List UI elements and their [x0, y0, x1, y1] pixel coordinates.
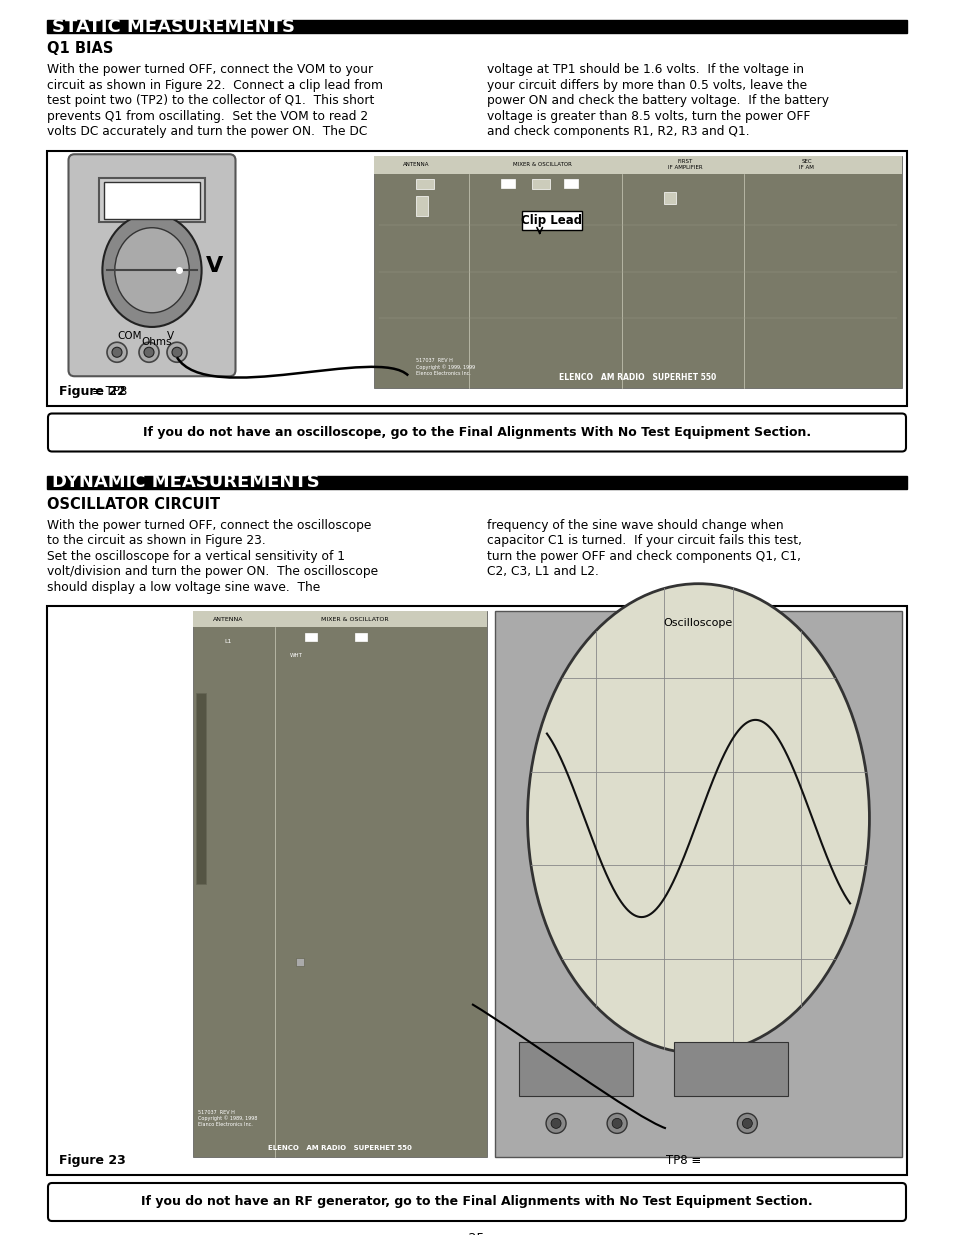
Bar — [47, 151, 906, 405]
Text: DYNAMIC MEASUREMENTS: DYNAMIC MEASUREMENTS — [52, 473, 319, 492]
Circle shape — [112, 347, 122, 357]
Bar — [193, 611, 486, 1157]
FancyBboxPatch shape — [69, 154, 235, 377]
Text: Figure 22: Figure 22 — [59, 384, 126, 398]
Text: your circuit differs by more than 0.5 volts, leave the: your circuit differs by more than 0.5 vo… — [486, 79, 806, 91]
Text: Set the oscilloscope for a vertical sensitivity of 1: Set the oscilloscope for a vertical sens… — [47, 550, 345, 562]
Text: prevents Q1 from oscillating.  Set the VOM to read 2: prevents Q1 from oscillating. Set the VO… — [47, 110, 368, 122]
Bar — [674, 1042, 787, 1095]
Text: Oscilloscope: Oscilloscope — [663, 618, 732, 629]
Text: MIXER & OSCILLATOR: MIXER & OSCILLATOR — [513, 162, 572, 167]
FancyBboxPatch shape — [48, 1183, 905, 1221]
Text: L1: L1 — [225, 638, 232, 643]
Circle shape — [172, 347, 182, 357]
Circle shape — [167, 342, 187, 362]
Circle shape — [107, 342, 127, 362]
Text: SEC
IF AM: SEC IF AM — [799, 159, 814, 169]
Text: voltage is greater than 8.5 volts, turn the power OFF: voltage is greater than 8.5 volts, turn … — [486, 110, 809, 122]
Text: Clip Lead: Clip Lead — [520, 214, 581, 227]
Text: V: V — [206, 256, 223, 277]
Text: volts DC accurately and turn the power ON.  The DC: volts DC accurately and turn the power O… — [47, 125, 367, 138]
Text: TP8 ≡: TP8 ≡ — [665, 1153, 700, 1167]
Bar — [99, 178, 205, 222]
Text: Figure 23: Figure 23 — [59, 1153, 126, 1167]
Text: Q1 BIAS: Q1 BIAS — [47, 41, 113, 56]
Bar — [532, 179, 550, 189]
Bar — [521, 211, 581, 230]
Text: circuit as shown in Figure 22.  Connect a clip lead from: circuit as shown in Figure 22. Connect a… — [47, 79, 382, 91]
Bar — [295, 958, 304, 966]
Text: With the power turned OFF, connect the VOM to your: With the power turned OFF, connect the V… — [47, 63, 373, 77]
Circle shape — [139, 342, 159, 362]
Bar — [104, 182, 199, 219]
Bar — [47, 606, 906, 1174]
Circle shape — [737, 1114, 757, 1134]
Text: capacitor C1 is turned.  If your circuit fails this test,: capacitor C1 is turned. If your circuit … — [486, 534, 801, 547]
Text: C2, C3, L1 and L2.: C2, C3, L1 and L2. — [486, 564, 598, 578]
Text: Ohms: Ohms — [142, 337, 172, 347]
Ellipse shape — [527, 584, 868, 1053]
Bar — [563, 179, 578, 188]
Circle shape — [144, 347, 153, 357]
Text: OSCILLATOR CIRCUIT: OSCILLATOR CIRCUIT — [47, 496, 220, 511]
Text: frequency of the sine wave should change when: frequency of the sine wave should change… — [486, 519, 782, 531]
Text: ANTENNA: ANTENNA — [213, 616, 243, 621]
Text: V: V — [166, 331, 173, 341]
Text: ≡ TP8: ≡ TP8 — [91, 384, 127, 398]
Bar — [374, 156, 901, 173]
Text: If you do not have an RF generator, go to the Final Alignments with No Test Equi: If you do not have an RF generator, go t… — [141, 1195, 812, 1209]
Text: and check components R1, R2, R3 and Q1.: and check components R1, R2, R3 and Q1. — [486, 125, 749, 138]
Text: voltage at TP1 should be 1.6 volts.  If the voltage in: voltage at TP1 should be 1.6 volts. If t… — [486, 63, 803, 77]
Bar — [518, 1042, 633, 1095]
Bar — [663, 191, 676, 204]
Ellipse shape — [114, 227, 189, 312]
Text: If you do not have an oscilloscope, go to the Final Alignments With No Test Equi: If you do not have an oscilloscope, go t… — [143, 426, 810, 438]
Text: 517037  REV H
Copyright © 1989, 1998
Elanco Electronics Inc.: 517037 REV H Copyright © 1989, 1998 Elan… — [198, 1110, 257, 1128]
Bar — [500, 179, 514, 188]
Bar — [374, 156, 901, 388]
Text: FIRST
IF AMPLIFIER: FIRST IF AMPLIFIER — [667, 159, 702, 169]
Text: -25-: -25- — [464, 1233, 489, 1235]
Text: ELENCO   AM RADIO   SUPERHET 550: ELENCO AM RADIO SUPERHET 550 — [558, 373, 716, 382]
Circle shape — [612, 1119, 621, 1129]
Bar — [47, 475, 906, 489]
Text: test point two (TP2) to the collector of Q1.  This short: test point two (TP2) to the collector of… — [47, 94, 374, 107]
Text: ANTENNA: ANTENNA — [402, 162, 429, 167]
Text: COM: COM — [117, 331, 142, 341]
Circle shape — [606, 1114, 626, 1134]
Text: should display a low voltage sine wave.  The: should display a low voltage sine wave. … — [47, 580, 320, 594]
Text: ELENCO   AM RADIO   SUPERHET 550: ELENCO AM RADIO SUPERHET 550 — [268, 1145, 412, 1151]
Text: volt/division and turn the power ON.  The oscilloscope: volt/division and turn the power ON. The… — [47, 564, 377, 578]
Text: MIXER & OSCILLATOR: MIXER & OSCILLATOR — [320, 616, 388, 621]
Bar — [305, 634, 316, 641]
Text: With the power turned OFF, connect the oscilloscope: With the power turned OFF, connect the o… — [47, 519, 371, 531]
Bar — [495, 611, 901, 1157]
Ellipse shape — [102, 214, 201, 327]
Circle shape — [545, 1114, 565, 1134]
Bar — [355, 634, 366, 641]
Text: to the circuit as shown in Figure 23.: to the circuit as shown in Figure 23. — [47, 534, 266, 547]
Bar — [193, 611, 486, 627]
Text: power ON and check the battery voltage.  If the battery: power ON and check the battery voltage. … — [486, 94, 828, 107]
Circle shape — [551, 1119, 560, 1129]
Text: 517037  REV H
Copyright © 1999, 1999
Elenco Electronics Inc.: 517037 REV H Copyright © 1999, 1999 Elen… — [416, 358, 475, 375]
Text: STATIC MEASUREMENTS: STATIC MEASUREMENTS — [52, 17, 294, 36]
Text: WHT: WHT — [290, 653, 302, 658]
Bar — [196, 693, 206, 884]
Bar — [416, 195, 428, 215]
Bar — [416, 179, 434, 189]
Bar — [47, 20, 906, 33]
FancyBboxPatch shape — [48, 414, 905, 452]
Circle shape — [741, 1119, 752, 1129]
Text: turn the power OFF and check components Q1, C1,: turn the power OFF and check components … — [486, 550, 801, 562]
